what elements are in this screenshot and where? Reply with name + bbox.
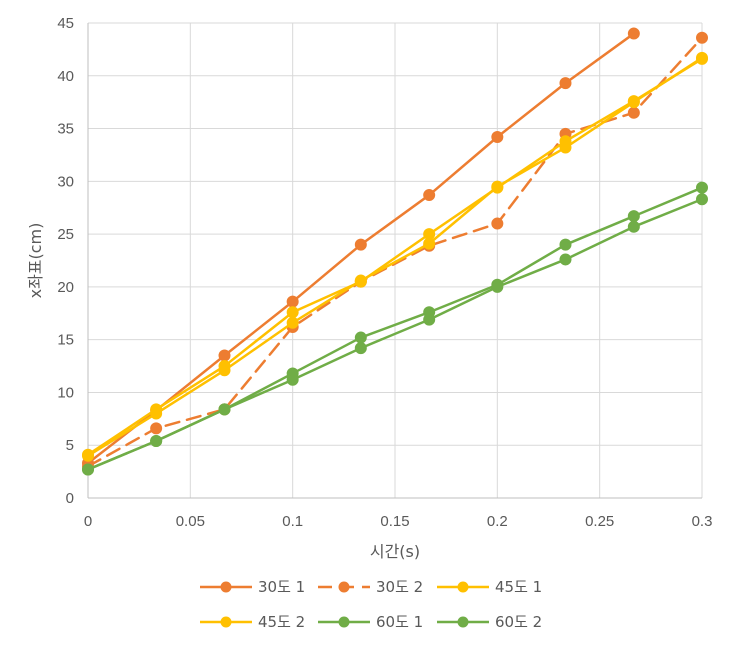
x-tick-label: 0.25 [585,513,614,530]
y-tick-label: 5 [66,437,74,454]
y-tick-label: 0 [66,490,74,507]
legend-swatch-marker [457,616,469,628]
data-point [627,96,640,109]
y-tick-label: 45 [57,15,74,32]
x-tick-label: 0.3 [692,513,713,530]
legend-item: 60도 1 [318,613,423,631]
data-point [491,180,504,193]
data-point [354,238,367,251]
data-point [491,217,504,230]
y-tick-label: 40 [57,68,74,85]
data-point [627,210,640,223]
data-point [354,274,367,287]
data-point [82,463,94,476]
y-tick-label: 10 [57,384,74,401]
legend: 30도 1 30도 2 45도 1 45도 2 60도 1 60도 2 [200,578,542,631]
data-point [696,31,708,44]
legend-item: 45도 1 [437,578,542,596]
y-tick-label: 25 [57,226,74,243]
data-point [627,27,640,40]
series-line [86,57,704,456]
data-point [354,342,367,355]
y-tick-label: 20 [57,279,74,296]
y-tick-label: 30 [57,173,74,190]
data-point [491,280,504,293]
data-point [423,313,436,326]
legend-swatch-marker [338,616,350,628]
data-point [559,77,572,90]
legend-item: 30도 1 [200,578,305,596]
legend-label: 60도 2 [495,613,542,631]
legend-label: 45도 1 [495,578,542,596]
data-point [559,141,572,154]
legend-item: 45도 2 [200,613,305,631]
data-point [218,403,231,416]
legend-label: 30도 1 [258,578,305,596]
data-point [286,316,299,329]
x-tick-label: 0.15 [380,513,409,530]
legend-item: 30도 2 [318,578,423,596]
data-point [696,193,708,206]
y-axis-title: x좌표(cm) [26,223,45,299]
data-point [286,295,299,308]
legend-item: 60도 2 [437,613,542,631]
legend-label: 45도 2 [258,613,305,631]
legend-swatch-marker [457,581,469,593]
data-point [559,238,572,251]
data-point [627,220,640,233]
x-tick-label: 0.1 [282,513,303,530]
data-point [82,449,94,462]
data-point [218,364,231,377]
legend-swatch-marker [220,581,232,593]
data-point [491,131,504,143]
data-point [286,373,299,386]
x-tick-label: 0 [84,513,92,530]
x-tick-label: 0.2 [487,513,508,530]
legend-swatch-marker [338,581,350,593]
data-point [627,106,640,119]
data-point [286,306,299,319]
series-4 [82,51,708,462]
x-axis-title: 시간(s) [370,542,420,561]
data-point [696,181,708,194]
series-line [86,36,704,468]
legend-label: 30도 2 [376,578,423,596]
gridlines [88,22,703,498]
series-line [86,56,704,458]
data-point [423,237,436,250]
legend-swatch-marker [220,616,232,628]
data-point [559,253,572,266]
y-tick-label: 35 [57,121,74,138]
y-tick-label: 15 [57,332,74,349]
data-point [423,189,436,202]
legend-label: 60도 1 [376,613,423,631]
data-point [150,422,163,435]
data-point [696,51,708,64]
data-point [150,435,163,447]
series-line [86,198,704,471]
data-point [218,349,231,362]
x-tick-label: 0.05 [176,513,205,530]
series-6 [82,193,708,476]
data-point [150,407,163,420]
data-point [354,331,367,344]
